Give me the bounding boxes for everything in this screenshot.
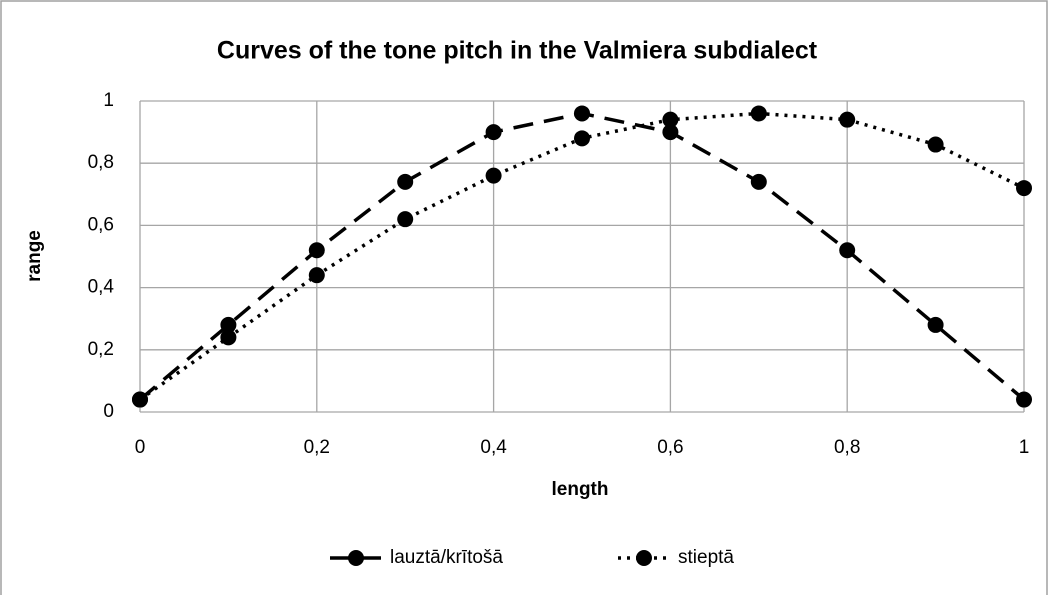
data-point [839,111,856,128]
data-point [485,167,502,184]
data-point [308,242,325,259]
y-tick-label: 0,2 [88,339,114,360]
y-tick-label: 0,6 [88,214,114,235]
x-tick-label: 0,4 [480,437,507,458]
data-point [220,329,237,346]
data-point [839,242,856,259]
x-tick-label: 1 [1019,437,1030,458]
data-point [574,130,590,147]
legend-marker [348,550,364,566]
y-tick-label: 0 [103,401,114,422]
y-axis-label: range [24,230,45,282]
data-point [750,105,767,122]
data-point [485,124,502,141]
data-point [927,316,944,333]
data-point [308,267,325,284]
data-point [1016,391,1032,408]
x-tick-label: 0 [135,437,146,458]
legend-marker [636,550,652,566]
chart-title: Curves of the tone pitch in the Valmiera… [217,37,818,65]
data-point [1016,180,1032,197]
data-point [397,173,414,190]
x-axis-label: length [552,479,609,500]
data-point [397,211,414,228]
y-tick-label: 0,8 [88,152,114,173]
x-tick-label: 0,6 [657,437,683,458]
data-point [750,173,767,190]
legend-label: lauztā/krītošā [390,547,503,568]
data-point [132,391,148,408]
y-tick-label: 0,4 [88,277,115,298]
data-point [574,105,590,122]
y-tick-label: 1 [103,90,114,111]
x-tick-label: 0,2 [304,437,330,458]
legend-label: stieptā [678,547,734,568]
x-tick-label: 0,8 [834,437,860,458]
data-point [662,111,679,128]
data-point [927,136,944,153]
data-point [662,124,679,141]
data-point [220,316,237,333]
